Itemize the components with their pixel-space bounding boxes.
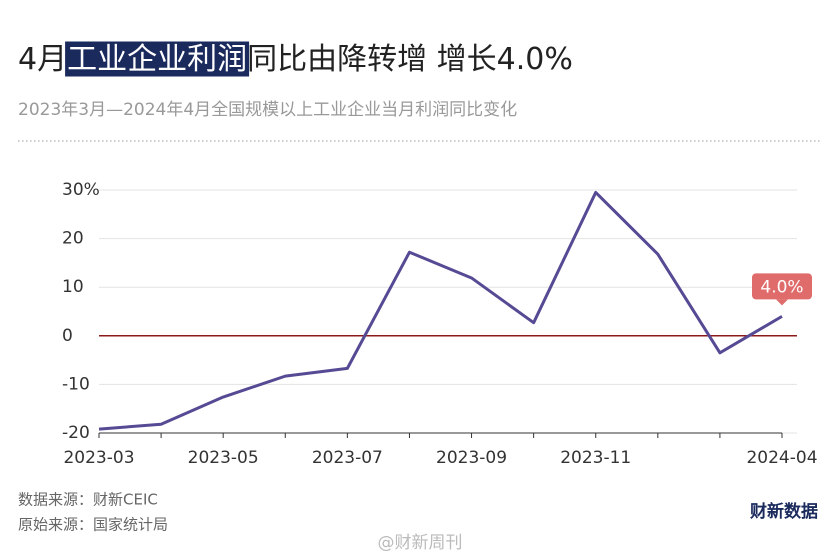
source: 原始来源：国家统计局 [18, 516, 168, 534]
x-tick-label: 2023-03 [63, 448, 134, 468]
value-label-bg [752, 273, 812, 300]
y-tick-label: -10 [62, 374, 90, 394]
x-tick-label: 2023-09 [436, 448, 507, 468]
title-highlight [65, 41, 250, 77]
title-part: 工业企业利润 [67, 42, 247, 77]
line [98, 190, 783, 431]
chart-title: 4月工业企业利润同比由降转增 增长4.0% [18, 42, 573, 77]
watermark: @财新周刊 [378, 533, 463, 553]
value-label-pointer [776, 299, 788, 306]
value-label: 4.0% [760, 277, 803, 297]
y-tick-label: -20 [62, 423, 90, 443]
x-tick-label: 2024-04 [746, 448, 817, 468]
y-tick-label: 20 [62, 229, 84, 249]
source: 数据来源：财新CEIC [18, 491, 158, 509]
brand: 财新数据 [749, 501, 818, 522]
x-tick-label: 2023-05 [188, 448, 259, 468]
title-part: 4月 [18, 42, 67, 77]
y-tick-label: 0 [62, 326, 73, 346]
x-tick-label: 2023-11 [560, 448, 631, 468]
y-tick-label: 30% [62, 180, 100, 200]
y-tick-label: 10 [62, 277, 84, 297]
subtitle: 2023年3月—2024年4月全国规模以上工业企业当月利润同比变化 [18, 100, 517, 120]
x-tick-label: 2023-07 [312, 448, 383, 468]
title-part: 同比由降转增 增长4.0% [247, 42, 573, 77]
